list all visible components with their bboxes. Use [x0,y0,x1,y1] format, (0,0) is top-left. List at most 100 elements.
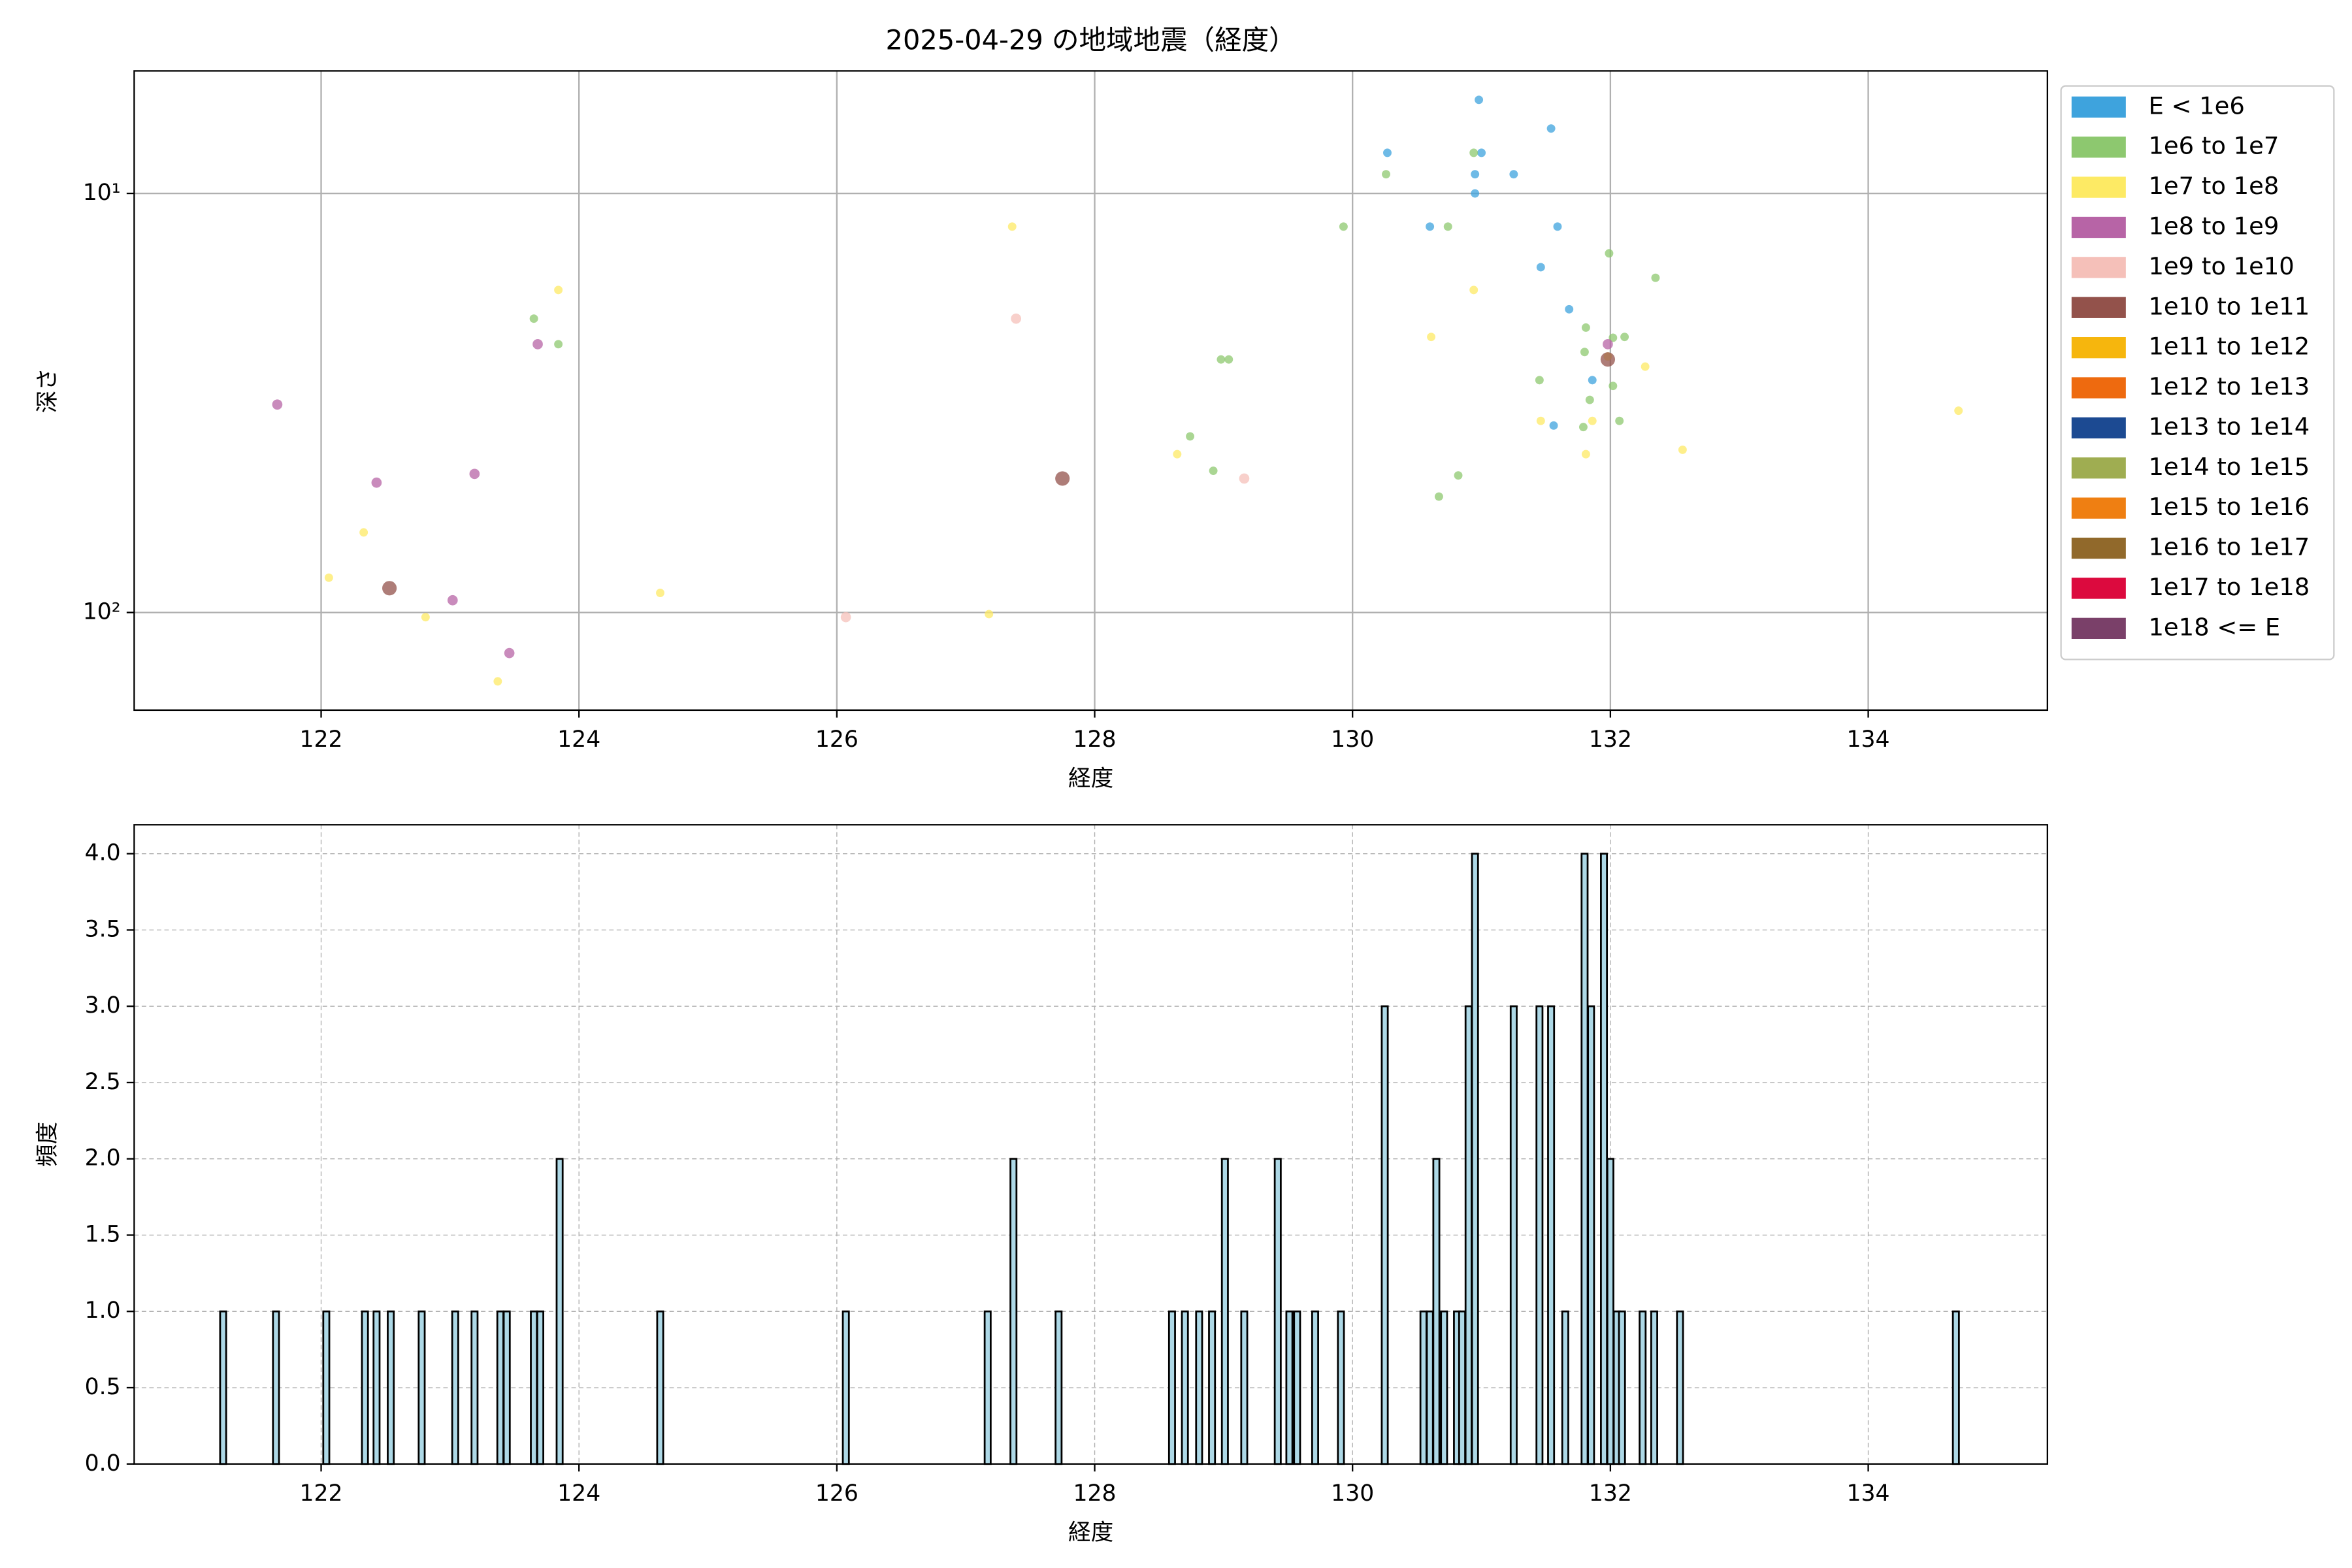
point [985,610,994,619]
x-tick-label: 122 [299,1480,342,1507]
bar [361,1310,369,1465]
x-axis-label: 経度 [1068,1520,1113,1546]
y-tick-label: 2.5 [85,1069,121,1095]
bar [1432,1158,1441,1465]
legend-label: 1e13 to 1e14 [2148,412,2310,440]
point [1549,421,1558,430]
point [1605,249,1614,258]
bar [451,1310,459,1465]
bar [983,1310,992,1465]
bar [1650,1310,1658,1465]
legend-swatch [2071,337,2126,359]
bar [1273,1158,1282,1465]
bar [372,1310,381,1465]
x-tick-label: 124 [557,727,600,753]
y-tick-label: 3.0 [85,992,121,1019]
y-tick-label: 0.5 [85,1374,121,1400]
legend-label: 1e11 to 1e12 [2148,333,2310,361]
legend-swatch [2071,377,2126,399]
y-tick-label: 4.0 [85,840,121,866]
x-tick-label: 124 [557,1480,600,1507]
bar [656,1310,664,1465]
point [1536,263,1545,272]
bar [536,1310,544,1465]
point [554,340,563,349]
point [1186,432,1195,441]
point [1173,449,1182,459]
point [1609,382,1618,391]
point [324,573,333,582]
legend-swatch [2071,216,2126,238]
bar [1285,1310,1294,1465]
x-tick-label: 130 [1331,1480,1374,1507]
point [1641,362,1650,371]
x-tick-label: 122 [299,727,342,753]
point [1471,189,1480,198]
point [1427,333,1436,342]
point [382,581,397,596]
point [1471,170,1480,179]
bar [1587,1005,1595,1465]
bar [1639,1310,1647,1465]
bar [272,1310,280,1465]
bar [502,1310,511,1465]
bar [1054,1310,1063,1465]
bar [387,1310,395,1465]
y-tick-label: 1.0 [85,1298,121,1324]
point [656,589,664,597]
plot-frame [133,824,2048,1465]
bar [841,1310,850,1465]
legend-label: 1e6 to 1e7 [2148,132,2279,160]
legend-label: 1e9 to 1e10 [2148,252,2294,280]
y-axis-label: 頻度 [35,1122,61,1167]
point [1553,222,1562,231]
y-axis-label: 深さ [35,368,61,413]
point [1454,471,1463,480]
legend-swatch [2071,497,2126,519]
point [1007,222,1017,231]
legend-swatch [2071,137,2126,158]
point [1535,376,1544,385]
point [1580,348,1589,357]
legend-label: 1e18 <= E [2148,613,2280,641]
point [529,314,538,323]
legend-label: 1e10 to 1e11 [2148,292,2310,320]
point [1581,449,1590,459]
bar [1618,1310,1626,1465]
bar [1606,1158,1614,1465]
legend-swatch [2071,297,2126,318]
x-tick-label: 134 [1847,727,1890,753]
x-tick-label: 128 [1073,727,1117,753]
bar [1464,1005,1473,1465]
point [1615,416,1624,425]
bar [470,1310,479,1465]
point [1339,222,1348,231]
bar [417,1310,426,1465]
bar [1547,1005,1556,1465]
y-tick-label: 10² [83,598,121,625]
legend-label: 1e12 to 1e13 [2148,372,2310,400]
legend-swatch [2071,417,2126,439]
legend-swatch [2071,257,2126,278]
bar [1195,1310,1203,1465]
point [1475,95,1484,105]
x-tick-label: 134 [1847,1480,1890,1507]
point [1678,445,1687,454]
point [1546,124,1556,133]
point [504,647,515,659]
point [1477,148,1486,157]
legend-label: 1e16 to 1e17 [2148,533,2310,561]
point [554,286,563,295]
bar [1440,1310,1448,1465]
point [272,399,283,410]
bar [1240,1310,1249,1465]
point [1609,333,1618,342]
point [1536,416,1545,425]
point [1954,406,1963,416]
point [1469,286,1478,295]
point [532,339,543,350]
legend-label: E < 1e6 [2148,91,2244,120]
bar [1419,1310,1428,1465]
point [469,468,480,480]
